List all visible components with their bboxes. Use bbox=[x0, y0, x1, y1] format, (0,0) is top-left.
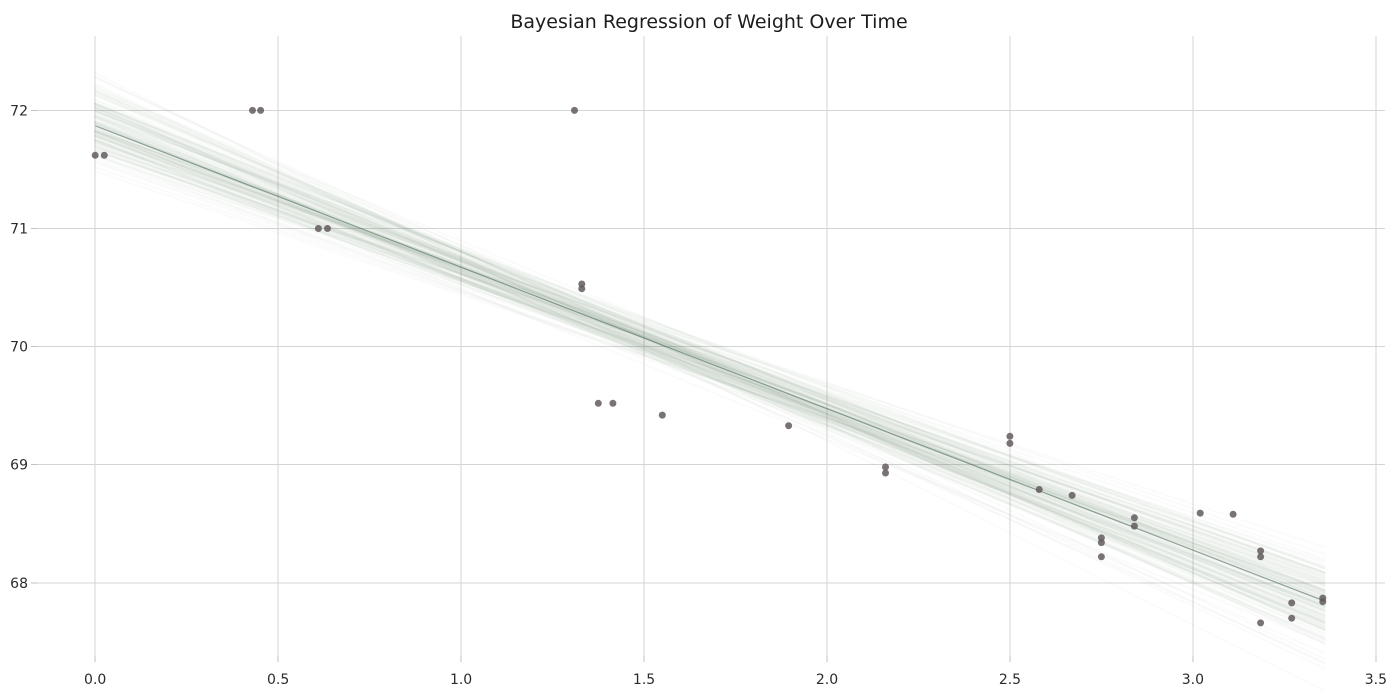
scatter-point bbox=[249, 106, 256, 114]
scatter-point bbox=[1196, 509, 1204, 517]
scatter-point bbox=[314, 225, 322, 232]
posterior-line bbox=[95, 73, 1324, 691]
scatter-point bbox=[91, 151, 99, 159]
x-tick-label: 1.0 bbox=[450, 672, 472, 688]
scatter-point bbox=[1288, 599, 1296, 607]
x-tick-label: 0.0 bbox=[84, 672, 106, 688]
scatter-point bbox=[100, 151, 108, 159]
scatter-point bbox=[1257, 553, 1265, 561]
scatter-point bbox=[594, 399, 602, 407]
scatter-point bbox=[658, 411, 666, 419]
scatter-point bbox=[1006, 439, 1014, 447]
scatter-point bbox=[785, 422, 793, 430]
x-tick-label: 3.5 bbox=[1365, 672, 1387, 688]
scatter-point bbox=[1097, 539, 1105, 547]
scatter-point bbox=[578, 285, 586, 293]
regression-band-layer bbox=[94, 73, 1325, 691]
x-tick-label: 0.5 bbox=[267, 672, 289, 688]
x-tick-label: 2.5 bbox=[999, 672, 1021, 688]
scatter-point bbox=[609, 399, 617, 407]
scatter-point bbox=[1130, 522, 1138, 530]
posterior-line bbox=[95, 93, 1324, 626]
x-tick-label: 1.5 bbox=[633, 672, 655, 688]
scatter-point bbox=[1130, 514, 1138, 522]
mean-regression-line bbox=[94, 125, 1325, 602]
scatter-point bbox=[1319, 598, 1327, 606]
scatter-point bbox=[1068, 491, 1076, 499]
scatter-point bbox=[1257, 619, 1265, 627]
x-tick-label: 2.0 bbox=[816, 672, 838, 688]
chart-title: Bayesian Regression of Weight Over Time bbox=[510, 11, 907, 33]
y-tick-label: 72 bbox=[10, 103, 28, 119]
scatter-layer bbox=[91, 106, 1327, 627]
y-tick-label: 69 bbox=[10, 458, 28, 474]
scatter-point bbox=[1097, 553, 1105, 561]
scatter-point bbox=[1229, 510, 1237, 518]
posterior-line bbox=[95, 111, 1324, 576]
axis-labels-layer: 0.0 0.5 1.0 1.5 2.0 2.5 3.0 3.5 68 69 70 71 72 bbox=[10, 103, 1387, 688]
x-tick-label: 3.0 bbox=[1182, 672, 1204, 688]
posterior-line bbox=[95, 141, 1324, 613]
posterior-line bbox=[95, 136, 1324, 610]
tick-layer bbox=[31, 109, 1377, 662]
scatter-point bbox=[1006, 432, 1014, 440]
scatter-point bbox=[324, 225, 331, 232]
scatter-point bbox=[571, 106, 578, 114]
scatter-point bbox=[882, 463, 889, 471]
y-tick-label: 71 bbox=[10, 221, 28, 237]
y-tick-label: 70 bbox=[10, 340, 28, 356]
scatter-point bbox=[1288, 614, 1296, 622]
scatter-point bbox=[257, 106, 265, 114]
posterior-line bbox=[95, 106, 1324, 628]
posterior-line bbox=[95, 126, 1324, 578]
posterior-line bbox=[95, 124, 1324, 601]
scatter-point bbox=[882, 469, 889, 477]
grid-layer bbox=[37, 36, 1385, 656]
scatter-point bbox=[1035, 486, 1043, 493]
y-tick-label: 68 bbox=[10, 576, 28, 592]
scatter-point bbox=[1257, 547, 1265, 555]
